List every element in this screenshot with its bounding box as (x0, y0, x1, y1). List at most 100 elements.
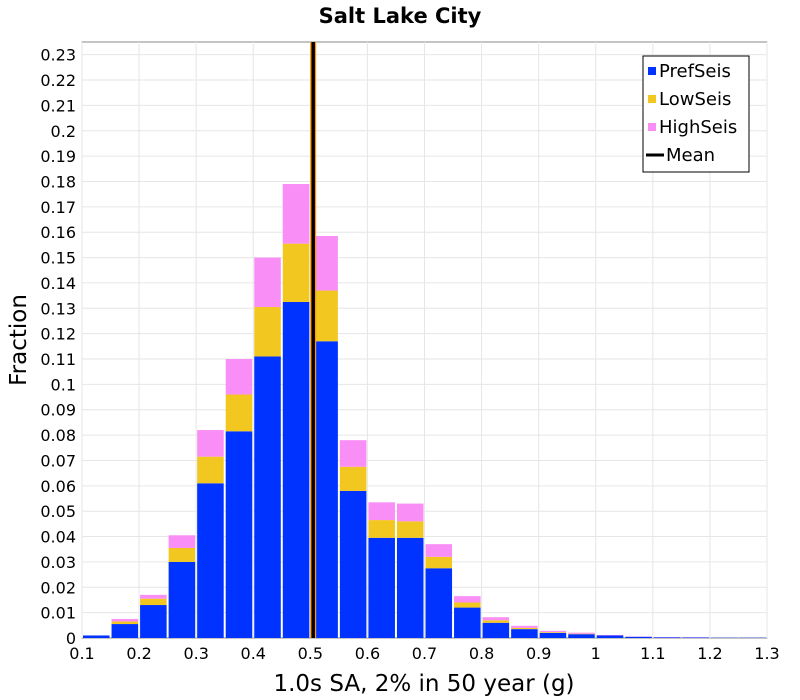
x-axis-label: 1.0s SA, 2% in 50 year (g) (273, 671, 574, 697)
y-tick-label: 0.04 (40, 528, 76, 547)
x-axis-ticks: 0.1 0.2 0.3 0.4 0.5 0.6 0.7 0.8 0.9 1 1.1 1.2 1.3 (69, 644, 779, 663)
bar-highseis (482, 617, 510, 621)
legend-label-lowseis: LowSeis (659, 89, 731, 110)
bar-prefseis (83, 635, 110, 638)
x-tick-label: 0.8 (469, 644, 494, 663)
bar-prefseis (197, 483, 224, 638)
bar-highseis (168, 535, 196, 548)
bar-lowseis (396, 521, 424, 538)
y-tick-label: 0.14 (40, 274, 76, 293)
legend: PrefSeis LowSeis HighSeis Mean (642, 55, 750, 173)
y-tick-label: 0.17 (40, 198, 76, 217)
bar-prefseis (225, 431, 253, 638)
y-tick-label: 0.22 (40, 71, 76, 90)
legend-label-highseis: HighSeis (659, 117, 737, 138)
legend-box (642, 55, 750, 173)
y-tick-label: 0.12 (40, 325, 76, 344)
bar-prefseis (368, 537, 395, 638)
bar-highseis (596, 634, 624, 636)
bar-lowseis (254, 307, 281, 357)
bar-highseis (254, 257, 281, 308)
bar-prefseis (596, 635, 624, 638)
bar-highseis (339, 440, 367, 467)
y-axis-label: Fraction (6, 294, 32, 386)
bar-lowseis (568, 633, 595, 635)
y-axis-ticks: 0 0.01 0.02 0.03 0.04 0.05 0.06 0.07 0.08 0.09 0.1… (40, 46, 76, 648)
grid-lines (81, 42, 768, 638)
x-tick-label: 1.3 (754, 644, 779, 663)
bar-highseis (282, 184, 310, 244)
bar-prefseis (140, 605, 167, 638)
bar-highseis (225, 359, 253, 395)
bar-prefseis (396, 537, 424, 638)
bar-prefseis (653, 637, 681, 638)
y-tick-label: 0.19 (40, 147, 76, 166)
bar-highseis (197, 430, 224, 457)
y-tick-label: 0 (66, 629, 76, 648)
bar-prefseis (539, 632, 567, 638)
bar-highseis (368, 502, 395, 521)
bar-lowseis (454, 602, 481, 608)
legend-swatch-highseis (648, 123, 656, 131)
y-tick-label: 0.16 (40, 223, 76, 242)
bar-lowseis (225, 394, 253, 432)
bar-highseis (140, 594, 167, 599)
x-tick-label: 0.2 (126, 644, 151, 663)
y-tick-label: 0.02 (40, 578, 76, 597)
x-tick-label: 0.9 (526, 644, 551, 663)
x-tick-label: 0.5 (298, 644, 323, 663)
y-tick-label: 0.09 (40, 401, 76, 420)
y-tick-label: 0.1 (51, 375, 76, 394)
y-tick-label: 0.05 (40, 502, 76, 521)
legend-swatch-prefseis (648, 67, 656, 75)
bar-prefseis (454, 607, 481, 638)
bar-lowseis (282, 243, 310, 302)
x-tick-label: 0.7 (412, 644, 437, 663)
y-tick-label: 0.06 (40, 477, 76, 496)
x-tick-label: 1.2 (697, 644, 722, 663)
x-tick-label: 0.6 (355, 644, 380, 663)
y-tick-label: 0.08 (40, 426, 76, 445)
legend-label-prefseis: PrefSeis (659, 61, 731, 82)
bar-highseis (454, 596, 481, 603)
y-tick-label: 0.21 (40, 96, 76, 115)
bar-highseis (425, 544, 453, 557)
bar-lowseis (539, 632, 567, 633)
bars-group (83, 184, 766, 638)
bar-lowseis (425, 556, 453, 569)
y-tick-label: 0.23 (40, 46, 76, 65)
legend-swatch-lowseis (648, 95, 656, 103)
x-tick-label: 1.1 (640, 644, 665, 663)
bar-prefseis (254, 356, 281, 638)
x-tick-label: 0.1 (69, 644, 94, 663)
bar-prefseis (425, 568, 453, 638)
y-tick-label: 0.2 (51, 122, 76, 141)
y-tick-label: 0.03 (40, 553, 76, 572)
y-tick-label: 0.18 (40, 172, 76, 191)
y-tick-label: 0.13 (40, 299, 76, 318)
bar-lowseis (339, 466, 367, 491)
y-tick-label: 0.01 (40, 604, 76, 623)
bar-prefseis (511, 629, 538, 638)
bar-prefseis (111, 624, 139, 638)
bar-highseis (111, 618, 139, 622)
y-tick-label: 0.11 (40, 350, 76, 369)
bar-lowseis (140, 598, 167, 606)
bar-prefseis (482, 622, 510, 638)
bar-lowseis (111, 621, 139, 625)
bar-highseis (511, 625, 538, 628)
bar-prefseis (682, 637, 709, 638)
bar-lowseis (482, 620, 510, 623)
bar-highseis (396, 503, 424, 522)
bar-prefseis (625, 636, 652, 638)
bar-highseis (568, 632, 595, 634)
x-tick-label: 0.3 (183, 644, 208, 663)
bar-lowseis (168, 547, 196, 562)
x-tick-label: 1 (591, 644, 601, 663)
chart-title: Salt Lake City (319, 4, 482, 28)
bar-lowseis (197, 456, 224, 484)
legend-label-mean: Mean (666, 145, 715, 166)
bar-prefseis (568, 634, 595, 638)
y-tick-label: 0.07 (40, 451, 76, 470)
